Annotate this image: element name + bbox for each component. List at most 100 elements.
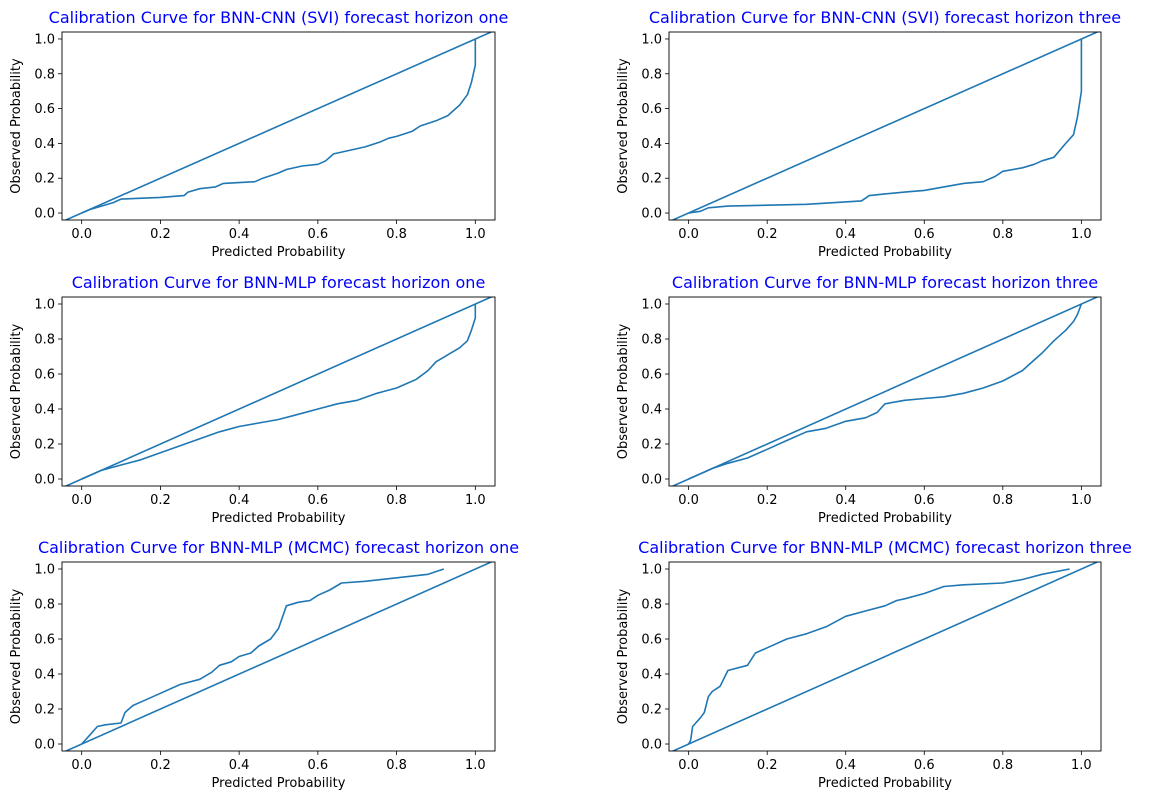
y-tick-label: 1.0 <box>641 298 662 313</box>
x-tick-label: 0.2 <box>150 493 171 508</box>
chart-title: Calibration Curve for BNN-MLP (MCMC) for… <box>38 538 519 557</box>
x-tick-label: 0.4 <box>835 758 856 773</box>
x-tick-label: 0.8 <box>386 227 407 242</box>
calibration-curve-line <box>687 568 1070 745</box>
chart-title: Calibration Curve for BNN-CNN (SVI) fore… <box>49 8 509 27</box>
y-axis-label: Observed Probability <box>9 589 24 725</box>
y-tick-label: 0.4 <box>34 137 55 152</box>
calibration-curve-line <box>688 39 1083 214</box>
subplot-3: 0.0 0.2 0.4 0.6 0.8 1.0 0.0 0.2 0.4 0.6 0.8 1.0 Cali… <box>9 273 496 526</box>
y-tick-label: 0.2 <box>641 703 662 718</box>
x-tick-label: 0.6 <box>308 758 329 773</box>
y-tick-label: 0.8 <box>34 67 55 82</box>
x-tick-label: 0.6 <box>914 493 935 508</box>
y-tick-label: 0.8 <box>34 333 55 348</box>
y-tick-label: 0.2 <box>641 438 662 453</box>
y-tick-label: 0.0 <box>34 738 55 753</box>
y-tick-label: 0.4 <box>34 668 55 683</box>
y-tick-label: 0.2 <box>34 172 55 187</box>
y-axis-label: Observed Probability <box>616 589 631 725</box>
x-tick-label: 1.0 <box>465 758 486 773</box>
x-tick-label: 0.6 <box>308 227 329 242</box>
x-tick-label: 0.4 <box>229 227 250 242</box>
y-tick-label: 1.0 <box>641 32 662 47</box>
y-tick-label: 0.8 <box>34 598 55 613</box>
axes-frame <box>61 296 496 487</box>
y-tick-label: 0.4 <box>641 403 662 418</box>
y-tick-label: 0.4 <box>641 668 662 683</box>
y-tick-label: 0.8 <box>641 67 662 82</box>
x-tick-label: 1.0 <box>1071 493 1092 508</box>
diagonal-reference-line <box>64 562 494 751</box>
x-tick-label: 0.6 <box>308 493 329 508</box>
x-tick-label: 1.0 <box>1071 227 1092 242</box>
axes-frame <box>668 561 1102 752</box>
x-tick-label: 0.2 <box>757 758 778 773</box>
subplot-5: 0.0 0.2 0.4 0.6 0.8 1.0 0.0 0.2 0.4 0.6 0.8 1.0 Cali… <box>9 538 519 791</box>
x-tick-label: 0.4 <box>229 758 250 773</box>
x-tick-label: 0.0 <box>71 227 92 242</box>
x-axis-label: Predicted Probability <box>212 245 346 260</box>
y-tick-label: 1.0 <box>641 563 662 578</box>
x-tick-label: 0.6 <box>914 758 935 773</box>
x-tick-label: 0.8 <box>992 493 1013 508</box>
chart-title: Calibration Curve for BNN-MLP (MCMC) for… <box>638 538 1132 557</box>
y-tick-label: 0.8 <box>641 598 662 613</box>
subplot-4: 0.0 0.2 0.4 0.6 0.8 1.0 0.0 0.2 0.4 0.6 0.8 1.0 Cali… <box>616 273 1102 526</box>
x-tick-label: 0.2 <box>757 493 778 508</box>
calibration-curve-line <box>81 39 477 214</box>
x-axis-label: Predicted Probability <box>212 511 346 526</box>
calibration-curve-line <box>81 304 477 480</box>
x-tick-label: 0.0 <box>71 758 92 773</box>
axes-frame <box>61 561 496 752</box>
y-axis-label: Observed Probability <box>616 58 631 194</box>
x-tick-label: 0.4 <box>229 493 250 508</box>
x-tick-label: 0.0 <box>678 227 699 242</box>
calibration-curve-line <box>81 568 445 745</box>
x-tick-label: 0.4 <box>835 227 856 242</box>
y-axis-label: Observed Probability <box>9 324 24 460</box>
x-axis-label: Predicted Probability <box>818 776 952 791</box>
chart-title: Calibration Curve for BNN-MLP forecast h… <box>672 273 1098 292</box>
y-tick-label: 0.6 <box>641 368 662 383</box>
y-tick-label: 0.0 <box>641 207 662 222</box>
x-tick-label: 0.2 <box>150 227 171 242</box>
diagonal-reference-line <box>63 32 494 220</box>
y-tick-label: 0.0 <box>641 738 662 753</box>
y-tick-label: 1.0 <box>34 563 55 578</box>
calibration-curve-line <box>688 303 1083 480</box>
x-tick-label: 0.0 <box>678 758 699 773</box>
y-tick-label: 0.6 <box>641 633 662 648</box>
y-tick-label: 0.0 <box>641 473 662 488</box>
x-tick-label: 0.8 <box>386 493 407 508</box>
x-tick-label: 0.8 <box>386 758 407 773</box>
y-tick-label: 1.0 <box>34 298 55 313</box>
y-tick-label: 0.2 <box>34 438 55 453</box>
subplot-6: 0.0 0.2 0.4 0.6 0.8 1.0 0.0 0.2 0.4 0.6 0.8 1.0 Cali… <box>616 538 1132 791</box>
axes-frame <box>61 31 496 221</box>
diagonal-reference-line <box>671 562 1100 751</box>
subplot-1: 0.0 0.2 0.4 0.6 0.8 1.0 0.0 0.2 0.4 0.6 0.8 1.0 Cali… <box>9 8 508 260</box>
y-tick-label: 1.0 <box>34 32 55 47</box>
x-tick-label: 1.0 <box>465 493 486 508</box>
y-axis-label: Observed Probability <box>616 324 631 460</box>
y-tick-label: 0.6 <box>34 368 55 383</box>
diagonal-reference-line <box>670 32 1100 220</box>
y-tick-label: 0.4 <box>641 137 662 152</box>
x-tick-label: 0.8 <box>992 227 1013 242</box>
x-tick-label: 0.0 <box>678 493 699 508</box>
x-axis-label: Predicted Probability <box>818 511 952 526</box>
x-tick-label: 0.8 <box>992 758 1013 773</box>
subplot-2: 0.0 0.2 0.4 0.6 0.8 1.0 0.0 0.2 0.4 0.6 0.8 1.0 Cali… <box>616 8 1121 260</box>
y-tick-label: 0.2 <box>34 703 55 718</box>
chart-title: Calibration Curve for BNN-CNN (SVI) fore… <box>649 8 1121 27</box>
y-tick-label: 0.6 <box>34 633 55 648</box>
x-tick-label: 0.2 <box>757 227 778 242</box>
axes-frame <box>668 31 1102 221</box>
diagonal-reference-line <box>671 297 1100 486</box>
x-axis-label: Predicted Probability <box>818 245 952 260</box>
y-tick-label: 0.2 <box>641 172 662 187</box>
y-tick-label: 0.8 <box>641 333 662 348</box>
y-tick-label: 0.0 <box>34 473 55 488</box>
